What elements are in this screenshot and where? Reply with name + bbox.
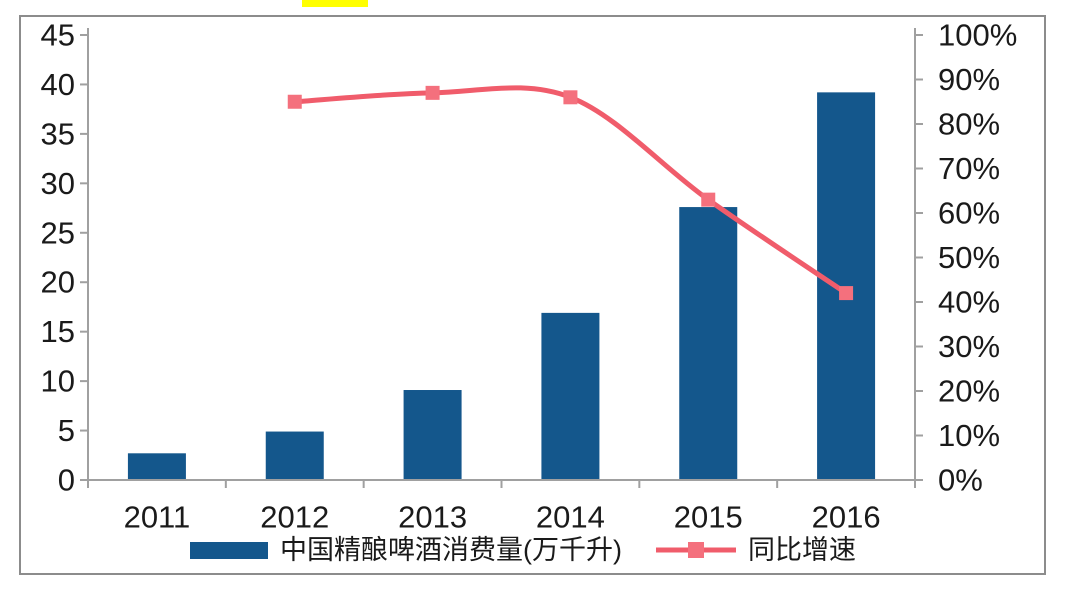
legend-line-label: 同比增速 <box>747 535 856 565</box>
bar-2013 <box>403 390 462 480</box>
x-axis-label: 2013 <box>398 500 467 535</box>
growth-marker <box>425 85 440 100</box>
x-axis-label: 2016 <box>812 500 881 535</box>
right-axis-label: 20% <box>938 374 1000 409</box>
left-axis-label: 0 <box>58 463 75 498</box>
right-axis-label: 40% <box>938 285 1000 320</box>
left-axis-label: 20 <box>41 265 75 300</box>
legend-line-icon <box>655 542 736 558</box>
x-axis-label: 2011 <box>124 500 191 535</box>
right-axis-label: 70% <box>938 151 1000 186</box>
right-axis-label: 30% <box>938 329 1000 364</box>
legend-bar-label: 中国精酿啤酒消费量(万千升) <box>280 535 622 565</box>
growth-marker <box>563 90 578 105</box>
growth-line <box>294 85 848 296</box>
legend-bar-swatch <box>190 541 268 559</box>
right-axis-label: 80% <box>938 107 1000 142</box>
right-axis-label: 90% <box>938 62 1000 97</box>
right-axis-label: 10% <box>938 418 1000 453</box>
left-axis-label: 25 <box>41 215 75 250</box>
bar-2011 <box>127 453 186 480</box>
left-axis-label: 35 <box>41 116 75 151</box>
bar-2015 <box>679 207 738 481</box>
right-axis-label: 50% <box>938 240 1000 275</box>
left-axis-label: 5 <box>58 413 75 448</box>
growth-marker <box>839 286 854 301</box>
x-axis-label: 2014 <box>536 500 605 535</box>
right-axis-label: 0% <box>938 463 983 498</box>
right-axis-label: 100% <box>938 18 1017 53</box>
highlight-mark <box>302 0 368 7</box>
legend: 中国精酿啤酒消费量(万千升) 同比增速 <box>190 536 856 564</box>
left-axis-label: 45 <box>41 18 75 53</box>
x-axis-label: 2015 <box>674 500 743 535</box>
x-axis-label: 2012 <box>260 500 329 535</box>
growth-marker <box>287 94 302 109</box>
left-axis-label: 40 <box>41 67 75 102</box>
bar-2012 <box>265 431 324 480</box>
left-axis-label: 10 <box>41 364 75 399</box>
left-axis-label: 30 <box>41 166 75 201</box>
left-axis-label: 15 <box>41 314 75 349</box>
growth-marker <box>701 192 716 207</box>
right-axis-label: 60% <box>938 196 1000 231</box>
bar-2014 <box>541 312 600 480</box>
